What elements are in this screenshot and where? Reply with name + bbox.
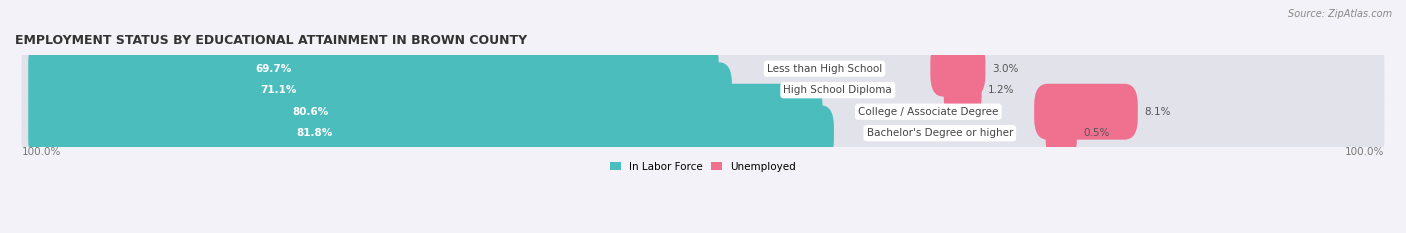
Text: 81.8%: 81.8% — [297, 128, 332, 138]
FancyBboxPatch shape — [21, 30, 1385, 107]
Text: 3.0%: 3.0% — [993, 64, 1018, 74]
Text: High School Diploma: High School Diploma — [783, 85, 893, 95]
Legend: In Labor Force, Unemployed: In Labor Force, Unemployed — [610, 161, 796, 171]
Text: College / Associate Degree: College / Associate Degree — [858, 107, 998, 117]
FancyBboxPatch shape — [28, 84, 823, 140]
Text: Less than High School: Less than High School — [766, 64, 882, 74]
Text: 80.6%: 80.6% — [292, 107, 329, 117]
FancyBboxPatch shape — [21, 95, 1385, 172]
Text: 1.2%: 1.2% — [988, 85, 1015, 95]
Text: 100.0%: 100.0% — [1346, 147, 1385, 157]
Text: 100.0%: 100.0% — [21, 147, 60, 157]
FancyBboxPatch shape — [1046, 105, 1077, 161]
FancyBboxPatch shape — [28, 41, 718, 97]
FancyBboxPatch shape — [1035, 84, 1137, 140]
FancyBboxPatch shape — [28, 62, 733, 118]
FancyBboxPatch shape — [21, 73, 1385, 150]
Text: 8.1%: 8.1% — [1144, 107, 1171, 117]
Text: 69.7%: 69.7% — [256, 64, 292, 74]
Text: 71.1%: 71.1% — [260, 85, 297, 95]
Text: EMPLOYMENT STATUS BY EDUCATIONAL ATTAINMENT IN BROWN COUNTY: EMPLOYMENT STATUS BY EDUCATIONAL ATTAINM… — [15, 34, 527, 47]
Text: Source: ZipAtlas.com: Source: ZipAtlas.com — [1288, 9, 1392, 19]
Text: 0.5%: 0.5% — [1084, 128, 1109, 138]
FancyBboxPatch shape — [931, 41, 986, 97]
FancyBboxPatch shape — [28, 105, 834, 161]
FancyBboxPatch shape — [943, 62, 981, 118]
FancyBboxPatch shape — [21, 51, 1385, 129]
Text: Bachelor's Degree or higher: Bachelor's Degree or higher — [866, 128, 1012, 138]
